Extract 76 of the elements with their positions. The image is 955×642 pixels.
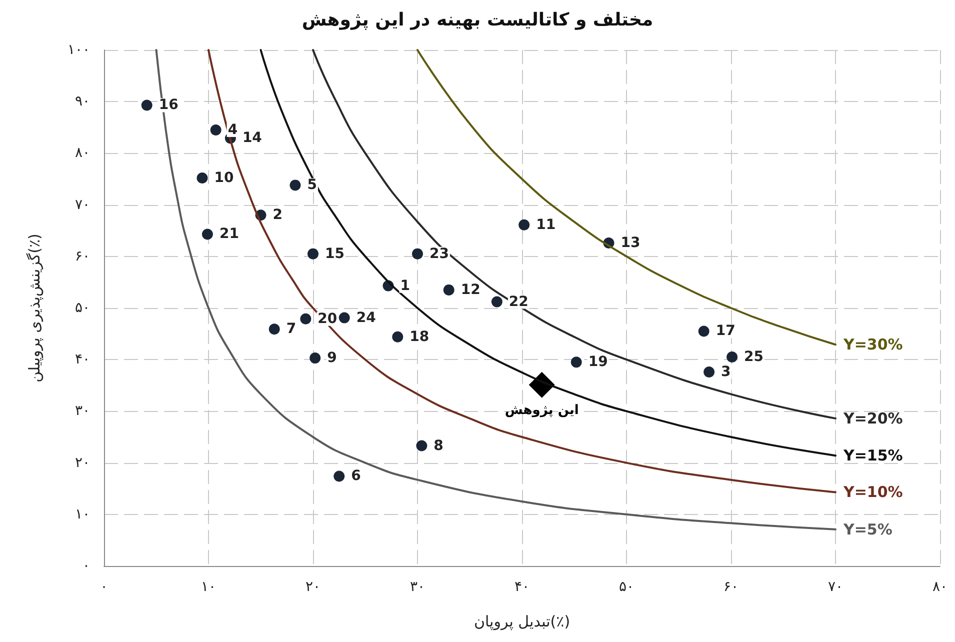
annotation: 7 xyxy=(286,321,296,338)
annotation: 14 xyxy=(242,130,262,146)
y-tick-label: ۰ xyxy=(82,558,90,574)
annotation: 4 xyxy=(228,122,238,138)
point xyxy=(491,296,502,308)
x-tick-label: ۰ xyxy=(100,579,108,595)
y-tick-label: ۱۰ xyxy=(74,506,90,522)
annotation: 2 xyxy=(272,207,282,224)
point xyxy=(704,366,715,378)
point xyxy=(141,100,152,111)
annotation: 11 xyxy=(536,216,556,233)
x-tick-label: ۲۰ xyxy=(305,579,321,595)
point xyxy=(268,324,280,335)
point xyxy=(202,228,213,240)
series-label: Y=30% xyxy=(842,336,903,354)
point xyxy=(726,352,738,363)
point xyxy=(570,356,582,368)
x-tick-label: ۷۰ xyxy=(828,579,844,595)
y-tick-label: ۶۰ xyxy=(74,248,90,264)
y-tick-label: ۴۰ xyxy=(74,352,90,368)
x-axis-title: تبدیل پروپان(٪) xyxy=(474,612,570,630)
annotation: 15 xyxy=(325,246,344,262)
x-tick-label: ۳۰ xyxy=(410,579,426,595)
y-tick-label: ۸۰ xyxy=(74,145,90,162)
line-series xyxy=(260,49,836,457)
series-label: Y=10% xyxy=(842,483,903,502)
annotation: 22 xyxy=(508,294,528,310)
x-tick-label: ۱۰ xyxy=(200,579,216,595)
point xyxy=(518,219,530,230)
point xyxy=(290,180,301,191)
y-tick-label: ۱۰۰ xyxy=(67,42,90,58)
y-tick-label: ۳۰ xyxy=(74,403,90,420)
y-axis-title: گزینش‌پذیری پروپیلن(٪) xyxy=(26,234,44,382)
y-tick-label: ۲۰ xyxy=(74,454,90,471)
point xyxy=(412,248,423,260)
point xyxy=(698,326,710,337)
x-tick-label: ۴۰ xyxy=(514,579,530,595)
x-tick-label: ۵۰ xyxy=(618,579,634,595)
annotation: 16 xyxy=(158,97,178,114)
x-tick-label: ۶۰ xyxy=(723,579,739,595)
annotation: 5 xyxy=(307,177,317,194)
point xyxy=(210,124,222,136)
annotation: 18 xyxy=(410,328,430,345)
point xyxy=(338,312,350,324)
annotation: 8 xyxy=(434,438,444,454)
series-label: Y=15% xyxy=(842,446,903,465)
annotation: 1 xyxy=(400,278,410,294)
annotation: 13 xyxy=(620,234,640,251)
annotation: 10 xyxy=(214,170,234,186)
annotation: 17 xyxy=(716,323,736,340)
point xyxy=(392,331,404,342)
point xyxy=(196,172,208,184)
annotation: 3 xyxy=(721,364,731,380)
y-tick-label: ۷۰ xyxy=(74,196,90,213)
point xyxy=(308,248,318,260)
point xyxy=(416,440,428,452)
x-tick-label: ۸۰ xyxy=(932,579,948,595)
annotation: 19 xyxy=(588,354,608,370)
annotation: 25 xyxy=(744,349,764,366)
chart-title: مختلف و کاتالیست بهینه در این پژوهش xyxy=(302,10,654,30)
annotation: 20 xyxy=(318,310,338,327)
annotation: 24 xyxy=(356,310,376,326)
point xyxy=(300,313,312,324)
series-label: این پژوهش xyxy=(504,402,579,418)
series-label: Y=20% xyxy=(842,409,903,428)
annotation: 21 xyxy=(219,226,239,242)
point xyxy=(334,470,345,482)
annotation: 9 xyxy=(327,350,337,366)
point xyxy=(443,284,454,296)
point xyxy=(310,352,321,364)
y-tick-label: ۹۰ xyxy=(74,94,90,110)
series-label: Y=5% xyxy=(842,520,892,538)
annotation: 23 xyxy=(430,246,449,262)
annotation: 12 xyxy=(460,282,480,298)
y-tick-label: ۵۰ xyxy=(74,300,90,316)
annotation: 6 xyxy=(351,468,361,484)
